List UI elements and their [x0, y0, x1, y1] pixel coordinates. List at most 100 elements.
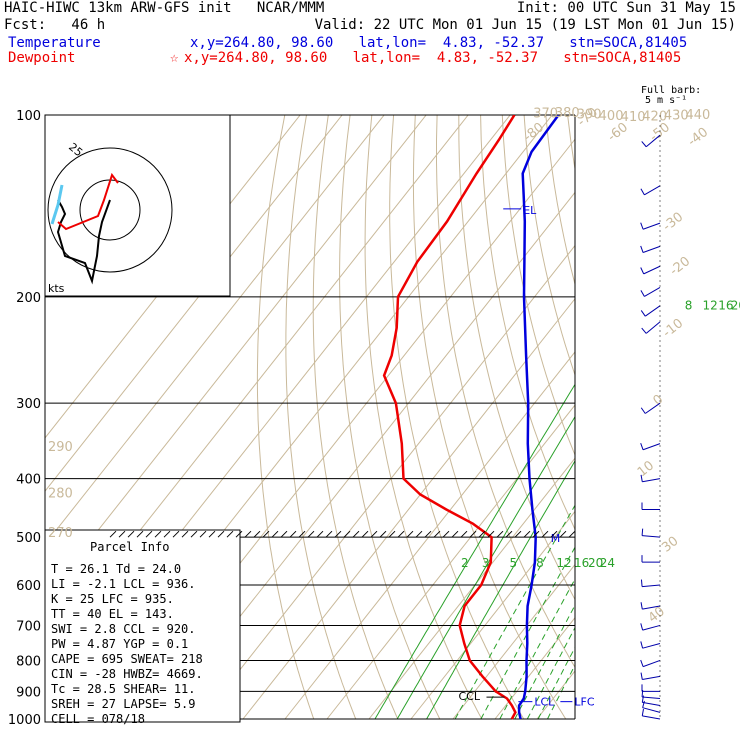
wind-barb-flag — [641, 141, 647, 148]
parcel-info-row: PW = 4.87 YGP = 0.1 — [51, 637, 188, 651]
wind-barb-flag — [640, 310, 646, 317]
parcel-info-row: CAPE = 695 SWEAT= 218 — [51, 652, 203, 666]
wind-barb — [644, 402, 661, 414]
wind-barb-flag — [640, 623, 644, 631]
isotherm-label: 10 — [635, 458, 657, 480]
hatch-mark — [334, 530, 342, 538]
theta-label: 430 — [664, 109, 689, 124]
mixing-ratio-line — [374, 383, 575, 720]
theta-label: 380 — [555, 106, 580, 121]
wind-barb — [642, 222, 661, 230]
isotherm-line — [45, 115, 427, 599]
hatch-mark — [451, 530, 459, 538]
mixing-ratio-label: 24 — [600, 556, 615, 570]
isotherm-line — [45, 115, 385, 546]
hodograph-ring — [47, 147, 173, 273]
hodograph-units-label: kts — [48, 282, 65, 295]
el-label: EL — [523, 204, 537, 217]
dry-adiabat-line — [655, 115, 740, 719]
hatch-mark — [244, 530, 252, 538]
hatch-mark — [307, 530, 315, 538]
wind-barb — [644, 287, 661, 297]
mixing-ratio-line — [480, 546, 575, 720]
wind-barb — [642, 701, 661, 707]
mixing-ratio-label: 12 — [556, 556, 571, 570]
full-barb-units: 5 m s⁻¹ — [645, 95, 688, 106]
dry-adiabat-line — [589, 115, 740, 719]
hatch-mark — [514, 530, 522, 538]
wind-barb — [642, 659, 661, 668]
hatch-mark — [181, 530, 189, 538]
mixing-ratio-line — [537, 646, 575, 720]
pressure-label: 1000 — [8, 713, 41, 728]
model-title: HAIC-HIWC 13km ARW-GFS init NCAR/MMM — [4, 0, 325, 16]
wind-barb — [642, 675, 661, 680]
wind-barb — [642, 605, 661, 610]
wind-barb-flag — [641, 327, 647, 334]
wind-barb — [644, 305, 661, 317]
hatch-mark — [424, 530, 432, 538]
temperature-profile-line — [517, 115, 560, 720]
hatch-mark — [388, 530, 396, 538]
hatch-mark — [442, 530, 450, 538]
mixing-ratio-line — [526, 626, 575, 720]
hatch-mark — [190, 530, 198, 538]
theta-label: 290 — [48, 440, 73, 455]
wind-barb — [642, 707, 661, 713]
hatch-mark — [118, 530, 126, 538]
hatch-mark — [316, 530, 324, 538]
hatch-mark — [469, 530, 477, 538]
pressure-label: 500 — [16, 531, 41, 546]
hatch-mark — [136, 530, 144, 538]
wind-barb — [643, 265, 661, 275]
lfc-label: LFC — [574, 696, 594, 709]
isotherm-line — [242, 297, 575, 720]
dewpoint-star-icon: ☆ — [170, 50, 179, 66]
hodograph-low-trace — [57, 172, 119, 231]
theta-label: 270 — [48, 526, 73, 541]
parcel-info-title: Parcel Info — [90, 540, 169, 554]
mixing-ratio-label: 8 — [536, 556, 544, 570]
hatch-mark — [559, 530, 567, 538]
wind-barb — [642, 245, 661, 253]
wind-barb — [645, 321, 661, 334]
pressure-label: 400 — [16, 473, 41, 488]
hatch-mark — [478, 530, 486, 538]
hatch-mark — [496, 530, 504, 538]
hatch-mark — [235, 530, 243, 538]
hatch-mark — [298, 530, 306, 538]
mixing-ratio-label: 20 — [731, 299, 740, 313]
dry-adiabat-line — [523, 115, 575, 377]
wind-barb-flag — [640, 222, 644, 230]
hatch-mark — [541, 530, 549, 538]
wind-barb-flag — [640, 245, 644, 253]
pressure-label: 700 — [16, 619, 41, 634]
wind-barb — [645, 134, 661, 148]
isotherm-label: -30 — [660, 210, 686, 235]
wind-barb-flag — [640, 641, 644, 649]
isotherm-line — [200, 244, 575, 720]
parcel-info-row: CELL = 078/18 — [51, 712, 145, 726]
dewpoint-location: x,y=264.80, 98.60 lat,lon= 4.83, -52.37 … — [184, 50, 682, 66]
pressure-label: 800 — [16, 654, 41, 669]
valid-time: Valid: 22 UTC Mon 01 Jun 15 (19 LST Mon … — [314, 17, 736, 33]
wind-barb-flag — [641, 708, 644, 716]
full-barb-label: Full barb: — [641, 85, 702, 96]
hatch-mark — [415, 530, 423, 538]
pressure-label: 300 — [16, 397, 41, 412]
dry-adiabat-line — [611, 115, 740, 719]
dry-adiabat-line — [312, 115, 399, 720]
isotherm-line — [410, 510, 575, 720]
isotherm-label: 40 — [646, 604, 668, 626]
dry-adiabat-line — [256, 115, 315, 720]
wind-barb-flag — [640, 659, 644, 667]
dry-adiabat-line — [389, 115, 525, 720]
hatch-mark — [433, 530, 441, 538]
isotherm-line — [579, 115, 740, 719]
hatch-mark — [280, 530, 288, 538]
wind-barb-flag — [640, 579, 643, 587]
hatch-mark — [532, 530, 540, 538]
mixing-ratio-line — [514, 604, 575, 720]
forecast-hour: Fcst: 46 h — [4, 17, 106, 33]
